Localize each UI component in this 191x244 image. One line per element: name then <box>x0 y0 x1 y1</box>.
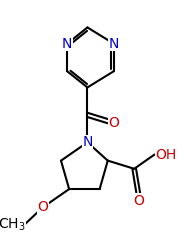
Text: N: N <box>109 37 119 51</box>
Text: OH: OH <box>155 148 177 162</box>
Text: O: O <box>37 200 48 214</box>
Text: O: O <box>133 194 144 208</box>
Text: CH$_3$: CH$_3$ <box>0 216 25 233</box>
Text: O: O <box>108 116 119 130</box>
Text: N: N <box>82 135 93 149</box>
Text: N: N <box>62 37 72 51</box>
